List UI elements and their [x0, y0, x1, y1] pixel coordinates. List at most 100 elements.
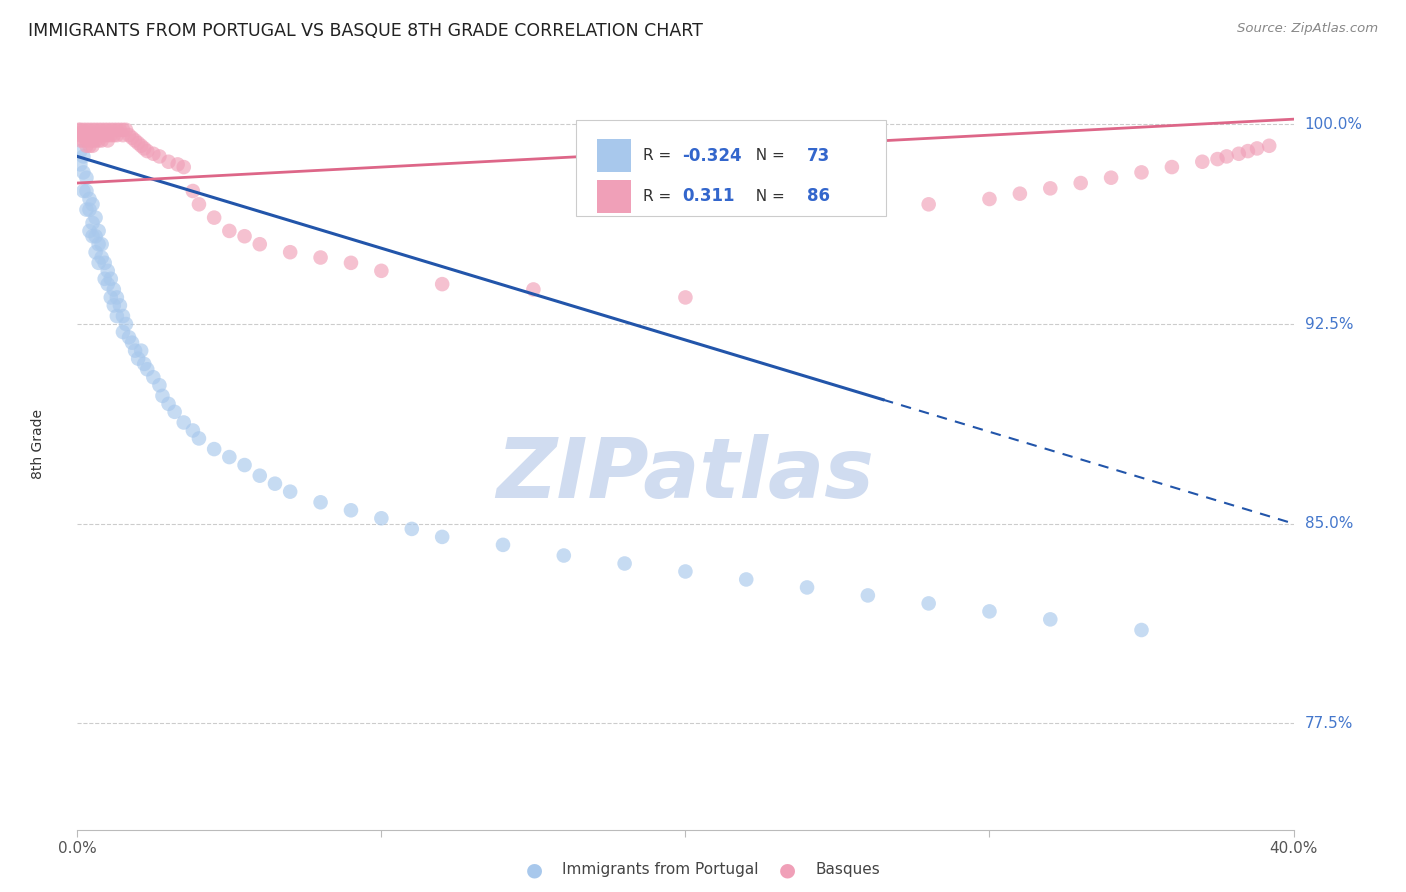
Point [69, 144, 91, 158]
Point [522, 282, 544, 296]
Point [82, 216, 104, 230]
Point [553, 549, 575, 563]
Point [218, 450, 240, 464]
Point [181, 424, 204, 438]
Point [401, 522, 423, 536]
Point [1206, 152, 1229, 166]
Point [75, 128, 97, 142]
Text: Immigrants from Portugal: Immigrants from Portugal [562, 863, 759, 877]
Point [675, 290, 697, 304]
Point [249, 468, 271, 483]
Point [1130, 623, 1153, 637]
Point [72, 149, 94, 163]
Point [430, 530, 453, 544]
Point [79, 128, 101, 142]
Point [79, 192, 101, 206]
Point [124, 133, 146, 147]
Point [309, 251, 332, 265]
Text: 85.0%: 85.0% [1305, 516, 1353, 531]
Point [124, 343, 146, 358]
Point [72, 128, 94, 142]
Text: Basques: Basques [815, 863, 880, 877]
Point [97, 277, 120, 292]
Point [1039, 612, 1062, 626]
Point [1215, 149, 1237, 163]
Point [82, 123, 104, 137]
Point [75, 170, 97, 185]
Point [103, 298, 125, 312]
Point [1070, 176, 1092, 190]
Point [90, 123, 112, 137]
Point [79, 138, 101, 153]
Text: 73: 73 [807, 146, 831, 164]
Point [136, 362, 159, 376]
Point [1130, 165, 1153, 179]
Point [87, 123, 110, 137]
Point [173, 416, 195, 430]
Point [73, 126, 96, 140]
Point [87, 128, 110, 142]
Point [136, 144, 159, 158]
Point [75, 123, 97, 137]
Point [93, 128, 115, 142]
Bar [596, 139, 631, 172]
Point [1008, 186, 1031, 201]
Text: 100.0%: 100.0% [1305, 117, 1362, 132]
Point [249, 237, 271, 252]
Text: IMMIGRANTS FROM PORTUGAL VS BASQUE 8TH GRADE CORRELATION CHART: IMMIGRANTS FROM PORTUGAL VS BASQUE 8TH G… [28, 22, 703, 40]
Point [93, 272, 115, 286]
Point [856, 589, 879, 603]
Text: R =: R = [643, 148, 676, 163]
Point [82, 138, 104, 153]
Point [340, 503, 363, 517]
Point [127, 351, 149, 366]
Point [233, 458, 256, 472]
Point [105, 309, 128, 323]
Text: 86: 86 [807, 187, 830, 205]
Point [157, 397, 180, 411]
Text: ZIPatlas: ZIPatlas [496, 434, 875, 516]
Point [163, 405, 186, 419]
Text: R =: R = [643, 189, 681, 204]
Point [90, 251, 112, 265]
Point [202, 211, 225, 225]
Text: N =: N = [747, 148, 790, 163]
Point [118, 128, 141, 142]
Point [82, 133, 104, 147]
Point [108, 123, 131, 137]
Point [97, 123, 120, 137]
Point [67, 123, 90, 137]
Point [111, 128, 134, 142]
Point [103, 123, 125, 137]
Point [827, 202, 849, 217]
Point [105, 128, 128, 142]
Point [69, 157, 91, 171]
Point [1161, 160, 1184, 174]
Point [173, 160, 195, 174]
Text: 0.311: 0.311 [682, 187, 734, 205]
Point [97, 128, 120, 142]
Text: Source: ZipAtlas.com: Source: ZipAtlas.com [1237, 22, 1378, 36]
Point [1237, 144, 1260, 158]
Text: N =: N = [747, 189, 790, 204]
Point [79, 133, 101, 147]
Point [148, 378, 170, 392]
Point [84, 133, 107, 147]
Point [105, 123, 128, 137]
Point [75, 184, 97, 198]
Point [90, 133, 112, 147]
Point [103, 282, 125, 296]
Text: -0.324: -0.324 [682, 146, 741, 164]
Point [75, 138, 97, 153]
Point [148, 149, 170, 163]
Point [142, 370, 165, 384]
Point [93, 123, 115, 137]
Point [188, 197, 211, 211]
Point [1227, 146, 1250, 161]
Point [100, 290, 122, 304]
Point [613, 557, 636, 571]
Point [115, 123, 138, 137]
Point [100, 128, 122, 142]
Point [152, 389, 174, 403]
Point [90, 237, 112, 252]
